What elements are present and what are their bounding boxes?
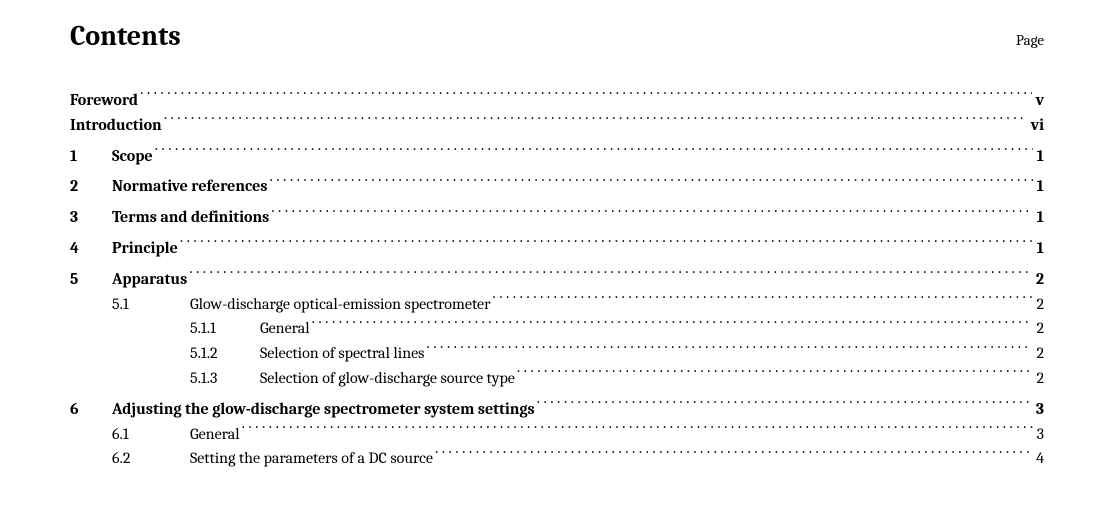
toc-number: 4 xyxy=(70,236,112,261)
toc-page-number: 2 xyxy=(1034,267,1044,292)
toc-number: 5.1.2 xyxy=(190,341,260,366)
toc-number: 6.2 xyxy=(112,446,190,471)
toc-entry: 6.2Setting the parameters of a DC source… xyxy=(70,446,1044,471)
toc-entry: 6.1General 3 xyxy=(70,422,1044,447)
toc-entry: Foreword v xyxy=(70,88,1044,113)
toc-page-number: 1 xyxy=(1035,174,1044,199)
toc-leader-dots xyxy=(180,237,1033,253)
toc-number: 1 xyxy=(70,144,112,169)
toc-entry: 5.1Glow-discharge optical-emission spect… xyxy=(70,292,1044,317)
toc-title: Selection of glow-discharge source type xyxy=(260,366,515,391)
toc-page-number: 1 xyxy=(1035,205,1044,230)
toc-leader-dots xyxy=(242,423,1033,439)
toc-number: 5.1.1 xyxy=(190,316,260,341)
toc-page-number: 2 xyxy=(1034,316,1044,341)
toc-leader-dots xyxy=(271,206,1032,222)
toc-leader-dots xyxy=(312,317,1033,333)
toc-title: Terms and definitions xyxy=(112,205,269,230)
toc-page-number: 3 xyxy=(1035,422,1044,447)
toc-entry: 2Normative references 1 xyxy=(70,174,1044,199)
page-column-label: Page xyxy=(1016,31,1044,49)
contents-heading: Contents xyxy=(70,20,181,52)
toc-leader-dots xyxy=(517,367,1033,383)
toc-entry: 3Terms and definitions 1 xyxy=(70,205,1044,230)
toc-leader-dots xyxy=(189,268,1032,284)
toc-leader-dots xyxy=(537,398,1032,414)
toc-title: Principle xyxy=(112,236,178,261)
toc-list: ForewordvIntroductionvi1Scope12Normative… xyxy=(70,88,1044,471)
toc-title: General xyxy=(260,316,310,341)
toc-page-number: 2 xyxy=(1034,366,1044,391)
toc-number: 2 xyxy=(70,174,112,199)
toc-title: Normative references xyxy=(112,174,267,199)
toc-title: Adjusting the glow-discharge spectromete… xyxy=(112,397,535,422)
toc-title: Introduction xyxy=(70,113,162,138)
toc-page-number: v xyxy=(1034,88,1044,113)
toc-page-number: 3 xyxy=(1034,397,1044,422)
toc-entry: 5.1.3Selection of glow-discharge source … xyxy=(70,366,1044,391)
toc-page-number: 1 xyxy=(1035,144,1044,169)
toc-entry: 1Scope1 xyxy=(70,144,1044,169)
toc-leader-dots xyxy=(155,145,1033,161)
toc-title: Foreword xyxy=(70,88,138,113)
toc-title: Glow-discharge optical-emission spectrom… xyxy=(190,292,490,317)
toc-leader-dots xyxy=(426,342,1032,358)
toc-leader-dots xyxy=(164,114,1027,130)
toc-leader-dots xyxy=(492,293,1032,309)
toc-entry: Introduction vi xyxy=(70,113,1044,138)
toc-leader-dots xyxy=(435,447,1032,463)
toc-title: Scope xyxy=(112,144,153,169)
toc-title: Selection of spectral lines xyxy=(260,341,424,366)
toc-page-number: vi xyxy=(1029,113,1044,138)
toc-page-number: 4 xyxy=(1034,446,1044,471)
toc-page-number: 2 xyxy=(1034,341,1044,366)
toc-entry: 5Apparatus 2 xyxy=(70,267,1044,292)
toc-entry: 4Principle 1 xyxy=(70,236,1044,261)
toc-number: 6 xyxy=(70,397,112,422)
title-row: Contents Page xyxy=(70,20,1044,52)
toc-title: Apparatus xyxy=(112,267,187,292)
toc-leader-dots xyxy=(140,89,1032,105)
toc-page-number: 1 xyxy=(1035,236,1044,261)
toc-title: General xyxy=(190,422,240,447)
toc-number: 5 xyxy=(70,267,112,292)
toc-number: 6.1 xyxy=(112,422,190,447)
toc-page-number: 2 xyxy=(1034,292,1044,317)
toc-page: Contents Page ForewordvIntroductionvi1Sc… xyxy=(0,0,1114,471)
toc-number: 3 xyxy=(70,205,112,230)
toc-leader-dots xyxy=(269,175,1032,191)
toc-number: 5.1.3 xyxy=(190,366,260,391)
toc-title: Setting the parameters of a DC source xyxy=(190,446,433,471)
toc-entry: 5.1.1General 2 xyxy=(70,316,1044,341)
toc-number: 5.1 xyxy=(112,292,190,317)
toc-entry: 6Adjusting the glow-discharge spectromet… xyxy=(70,397,1044,422)
toc-entry: 5.1.2Selection of spectral lines 2 xyxy=(70,341,1044,366)
